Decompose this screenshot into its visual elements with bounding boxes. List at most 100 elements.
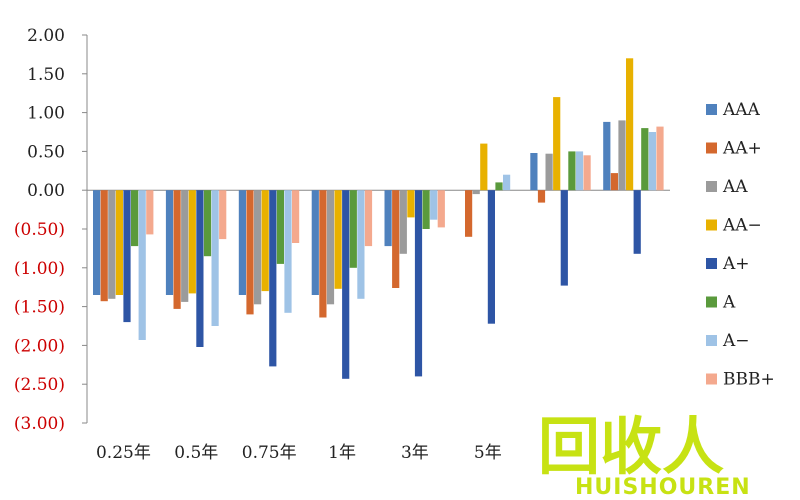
watermark-logo: 回收人 HUISHOUREN [538,410,751,500]
bar [414,190,423,377]
y-tick-label: 0.00 [27,181,65,201]
bar [276,190,284,264]
bar [334,190,342,289]
bar [349,190,357,268]
bar [196,190,204,347]
bar [203,190,212,257]
bar [392,190,400,288]
bar [357,190,365,299]
bar [342,190,350,379]
bar [641,128,649,191]
bar [399,190,407,254]
bar [238,190,246,295]
bar [165,190,174,295]
bar [626,58,634,191]
bar [560,190,568,286]
bar [465,190,473,237]
bar [537,190,546,203]
bar [656,126,664,191]
bar [575,151,584,191]
bars [93,58,664,379]
y-tick-label: 2.00 [27,26,65,46]
bar [583,155,591,191]
bar [648,132,656,191]
bar [437,190,445,228]
legend-label: A− [722,331,750,351]
bar [430,190,438,220]
bar [422,190,430,229]
legend-label: AAA [722,100,761,120]
legend-label: AA+ [722,139,762,159]
bar [633,190,641,254]
legend-label: A [722,293,736,313]
bar [364,190,373,247]
x-tick-label: 5年 [474,443,502,463]
bar [219,190,227,240]
bar [384,190,392,247]
x-tick-label: 0.5年 [174,443,218,463]
bar [173,190,181,309]
bar [618,120,626,191]
bar [319,190,327,318]
bar [269,190,277,367]
legend-label: AA− [722,216,762,236]
y-tick-label: (1.00) [14,259,65,279]
bar [93,190,101,295]
bar [123,190,131,323]
legend-label: A+ [722,254,750,274]
bar [292,190,300,243]
legend-swatch [706,373,717,385]
bar [211,190,219,326]
legend-swatch [706,181,717,192]
y-tick-label: (0.50) [14,220,65,240]
bar [254,190,262,305]
bar [487,190,495,324]
bar [603,121,611,191]
y-tick-label: 1.00 [27,104,65,124]
y-tick-label: 1.50 [27,65,65,85]
bar [311,190,319,295]
bar [495,182,503,191]
bar [261,190,269,292]
bar [480,143,488,191]
bar [503,174,511,191]
watermark-sub-text: HUISHOUREN [575,475,751,500]
legend-swatch [706,104,717,115]
legend-swatch [706,219,717,231]
y-tick-label: (1.50) [14,298,65,318]
bar [407,190,415,218]
bar [181,190,189,302]
bar [131,190,139,247]
legend-swatch [706,142,717,154]
y-tick-label: 0.50 [27,142,65,162]
bar [553,97,561,191]
y-tick-label: (2.00) [14,336,65,356]
bar [530,153,538,191]
bar [108,190,116,299]
bar [545,153,553,191]
legend-swatch [706,258,717,269]
bar [188,190,196,294]
bar [326,190,335,305]
x-tick-label: 0.25年 [96,443,151,463]
bar [284,190,292,313]
legend-swatch [706,296,717,308]
x-tick-label: 1年 [328,443,356,463]
bar [115,190,123,295]
bar [146,190,154,235]
legend-swatch [706,335,717,346]
watermark-logo-text: 回收人 [538,410,724,483]
y-tick-label: (2.50) [14,375,65,395]
bar [246,190,254,315]
legend-label: AA [722,177,748,197]
bar [472,190,480,195]
y-tick-label: (3.00) [14,414,65,434]
bar [610,173,618,191]
x-tick-label: 0.75年 [242,443,297,463]
x-axis-labels: 0.25年 0.5年 0.75年 1年 3年 5年 [96,443,502,463]
bar [138,190,146,340]
bar [100,190,108,302]
legend-label: BBB+ [723,370,775,390]
